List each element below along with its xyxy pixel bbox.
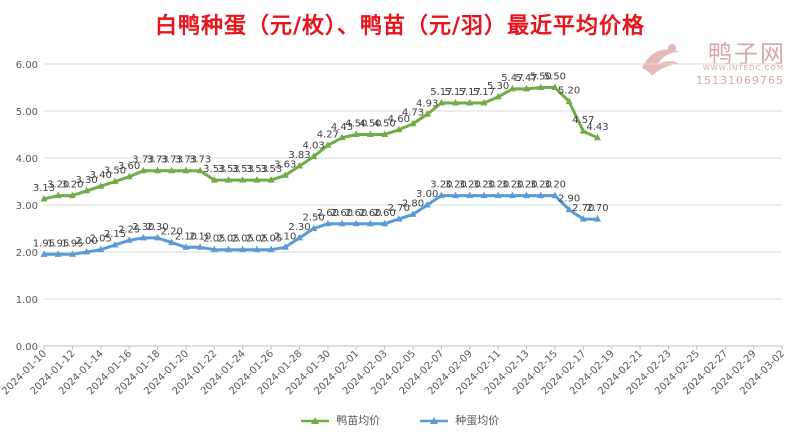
legend-item-duckling: 鸭苗均价: [301, 412, 381, 428]
y-tick-label: 1.00: [16, 295, 38, 306]
data-label: 2.80: [402, 198, 424, 209]
legend-label-duckling: 鸭苗均价: [336, 414, 380, 427]
legend-label-egg: 种蛋均价: [455, 414, 499, 427]
legend: 鸭苗均价 种蛋均价: [0, 412, 800, 428]
x-axis: 2024-01-102024-01-122024-01-142024-01-16…: [0, 346, 787, 397]
y-tick-label: 6.00: [16, 60, 38, 71]
data-labels: 3.133.203.203.303.403.503.603.733.733.73…: [33, 72, 609, 250]
legend-swatch-duckling-icon: [301, 416, 329, 426]
y-axis: 0.00 1.00 2.00 3.00 4.00 5.00 6.00: [16, 60, 38, 353]
y-tick-label: 0.00: [16, 342, 38, 353]
data-label: 4.93: [416, 98, 438, 109]
data-label: 4.43: [586, 122, 608, 133]
legend-swatch-egg-icon: [420, 416, 448, 426]
y-tick-label: 5.00: [16, 107, 38, 118]
data-label: 2.70: [586, 203, 608, 214]
data-label: 5.20: [558, 86, 580, 97]
data-label: 4.03: [303, 141, 325, 152]
data-label: 3.63: [274, 159, 296, 170]
data-label: 5.50: [544, 72, 566, 83]
y-tick-label: 2.00: [16, 248, 38, 259]
y-tick-label: 4.00: [16, 154, 38, 165]
data-label: 3.20: [544, 180, 566, 191]
data-label: 2.10: [274, 231, 296, 242]
data-label: 3.83: [288, 150, 310, 161]
y-tick-label: 3.00: [16, 201, 38, 212]
data-label: 4.73: [402, 108, 424, 119]
data-label: 3.00: [416, 189, 438, 200]
legend-item-egg: 种蛋均价: [420, 412, 500, 428]
data-label: 2.30: [288, 222, 310, 233]
